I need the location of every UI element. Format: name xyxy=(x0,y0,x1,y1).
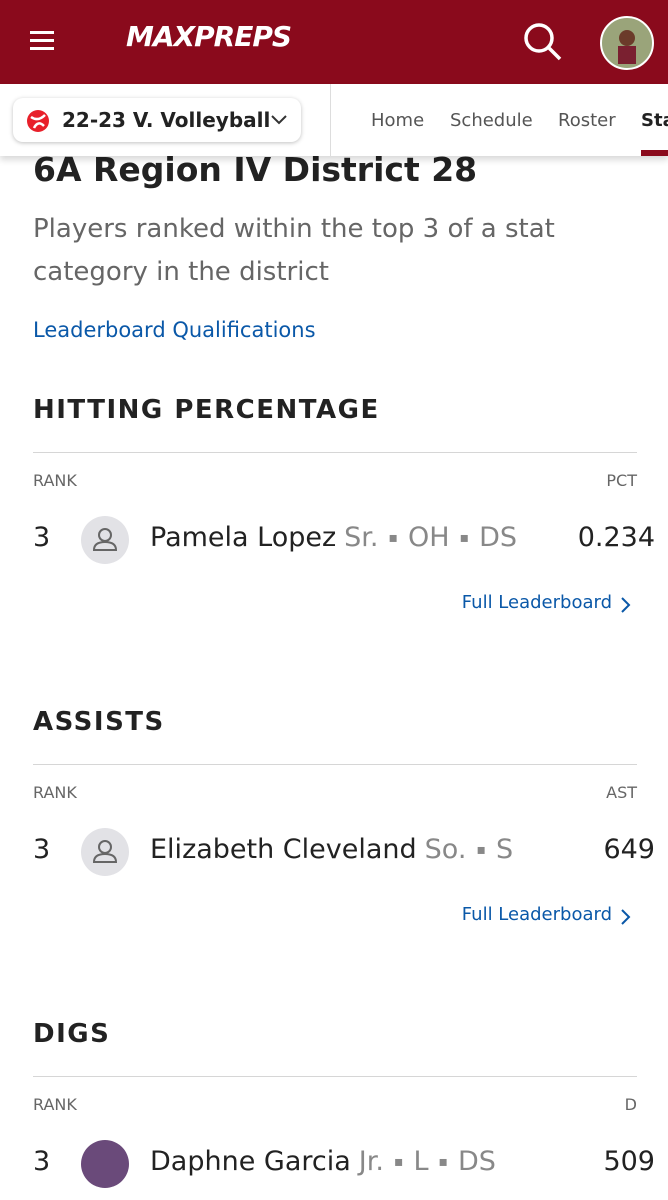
player-avatar xyxy=(81,828,129,876)
top-bar: MAXPREPS xyxy=(0,0,668,84)
tab[interactable]: Home xyxy=(371,110,425,131)
rank: 3 xyxy=(33,522,51,553)
rank: 3 xyxy=(33,1146,51,1177)
page-subtitle: Players ranked within the top 3 of a sta… xyxy=(33,214,555,287)
detail: OH xyxy=(379,522,450,553)
detail: So. xyxy=(424,834,467,865)
chevron-right xyxy=(620,596,632,618)
qualifications-link[interactable]: Leaderboard Qualifications xyxy=(33,318,316,342)
volleyball-icon xyxy=(27,110,49,132)
active-indicator xyxy=(641,150,668,156)
player-details: Sr.OHDS xyxy=(344,522,517,553)
player-details: Jr.LDS xyxy=(359,1146,496,1177)
rank-header: RANK xyxy=(33,1095,77,1114)
rank-header: RANK xyxy=(33,783,77,802)
detail: Jr. xyxy=(358,1146,384,1177)
stat-header: PCT xyxy=(606,471,637,490)
team-name: 22-23 V. Volleyball xyxy=(62,108,271,132)
section-title: ASSISTS xyxy=(33,707,165,737)
detail: S xyxy=(466,834,513,865)
divider xyxy=(330,84,331,156)
stat-header: D xyxy=(624,1095,637,1114)
player-name[interactable]: Elizabeth Cleveland xyxy=(150,834,417,865)
chevron-right xyxy=(620,908,632,930)
player-details: So.S xyxy=(425,834,513,865)
menu-button[interactable] xyxy=(30,30,56,52)
divider xyxy=(33,452,637,453)
detail: DS xyxy=(428,1146,495,1177)
player-name[interactable]: Daphne Garcia xyxy=(150,1146,351,1177)
chevron-down xyxy=(271,115,287,125)
tab[interactable]: Schedule xyxy=(450,110,533,131)
stat-value: 0.234 xyxy=(577,522,655,553)
section-title: DIGS xyxy=(33,1019,111,1049)
avatar-icon xyxy=(92,840,118,863)
page-title: 6A Region IV District 28 xyxy=(33,150,478,189)
stat-header: AST xyxy=(606,783,637,802)
search-button[interactable] xyxy=(523,22,563,62)
logo[interactable]: MAXPREPS xyxy=(126,20,292,53)
tab-active[interactable]: Stats xyxy=(641,110,668,131)
chevron-icon xyxy=(621,909,631,925)
player-avatar xyxy=(81,516,129,564)
stat-value: 649 xyxy=(603,834,655,865)
divider xyxy=(33,1076,637,1077)
player-line: Daphne Garcia Jr.LDS xyxy=(150,1146,496,1177)
player-photo xyxy=(81,1140,129,1188)
team-selector[interactable]: 22-23 V. Volleyball xyxy=(13,98,301,142)
profile-avatar[interactable] xyxy=(600,16,654,70)
tab[interactable]: Roster xyxy=(558,110,616,131)
full-leaderboard-link[interactable]: Full Leaderboard xyxy=(461,904,612,925)
stat-value: 509 xyxy=(603,1146,655,1177)
divider xyxy=(33,764,637,765)
player-name[interactable]: Pamela Lopez xyxy=(150,522,337,553)
detail: Sr. xyxy=(344,522,379,553)
rank: 3 xyxy=(33,834,51,865)
sub-nav: 22-23 V. Volleyball Home Schedule Roster… xyxy=(0,84,668,156)
full-leaderboard-link[interactable]: Full Leaderboard xyxy=(461,592,612,613)
detail: DS xyxy=(450,522,517,553)
rank-header: RANK xyxy=(33,471,77,490)
section-title: HITTING PERCENTAGE xyxy=(33,395,380,425)
avatar-icon xyxy=(92,528,118,551)
detail: L xyxy=(384,1146,429,1177)
chevron-icon xyxy=(621,597,631,613)
